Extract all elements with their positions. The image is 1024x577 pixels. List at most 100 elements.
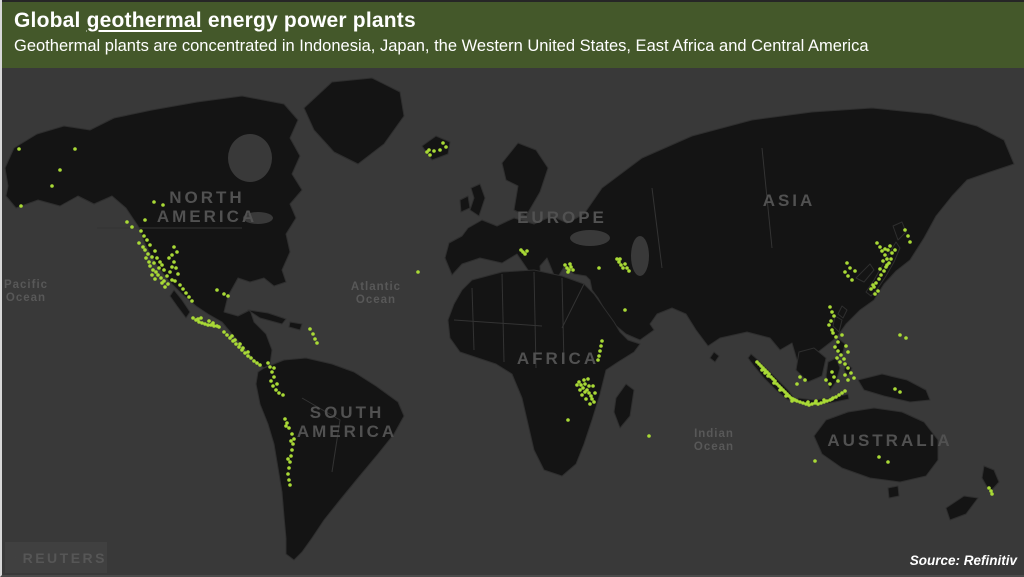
plant-dot [755,360,759,364]
plant-dot [571,268,575,272]
title-prefix: Global [14,9,87,32]
plant-dot [167,256,171,260]
plant-dot [852,376,856,380]
plant-dot [568,262,572,266]
ocean-label: Atlantic [351,281,401,293]
plant-dot [898,333,902,337]
plant-dot [438,148,442,152]
plant-dot [801,401,805,405]
plant-dot [73,147,77,151]
plant-dot [173,279,177,283]
plant-dot [830,397,834,401]
plant-dot [153,249,157,253]
plant-dots-layer [17,141,994,496]
plant-dot [287,466,291,470]
continent-label: SOUTH [310,403,385,422]
plant-dot [249,356,253,360]
page-title: Global geothermal energy power plants [14,9,1012,33]
plant-dot [846,350,850,354]
plant-dot [233,338,237,342]
plant-dot [199,316,203,320]
plant-dot [292,437,296,441]
plant-dot [289,439,293,443]
plant-dot [287,478,291,482]
plant-dot [587,391,591,395]
plant-dot [835,356,839,360]
plant-dot [853,269,857,273]
plant-dot [226,294,230,298]
plant-dot [172,260,176,264]
plant-dot [416,270,420,274]
plant-dot [778,388,782,392]
plant-dot [155,256,159,260]
plant-dot [803,378,807,382]
plant-dot [904,336,908,340]
plant-dot [144,256,148,260]
plant-dot [814,399,818,403]
plant-dot [165,274,169,278]
plant-dot [893,387,897,391]
plant-dot [181,287,185,291]
plant-dot [807,403,811,407]
plant-dot [196,317,200,321]
plant-dot [806,400,810,404]
plant-dot [575,383,579,387]
plant-dot [288,483,292,487]
plant-dot [50,184,54,188]
plant-dot [810,402,814,406]
plant-dot [271,384,275,388]
plant-dot [268,365,272,369]
plant-dot [58,168,62,172]
continent-label: NORTH [169,188,244,207]
plant-dot [156,273,160,277]
plant-dot [846,378,850,382]
plant-dot [880,249,884,253]
plant-dot [593,391,597,395]
ocean-label: Ocean [6,292,46,304]
plant-dot [832,314,836,318]
plant-dot [212,324,216,328]
plant-dot [874,281,878,285]
plant-dot [288,460,292,464]
plant-dot [830,310,834,314]
plant-dot [275,382,279,386]
plant-dot [287,426,291,430]
plant-dot [882,269,886,273]
ocean-label: Ocean [356,294,396,306]
plant-dot [828,305,832,309]
plant-dot [211,321,215,325]
subtitle: Geothermal plants are concentrated in In… [14,37,869,55]
plant-dot [161,203,165,207]
plant-dot [830,370,834,374]
plant-dot [619,263,623,267]
plant-dot [252,359,256,363]
plant-dot [836,349,840,353]
plant-dot [255,361,259,365]
plant-dot [893,248,897,252]
plant-dot [566,418,570,422]
plant-dot [813,459,817,463]
plant-dot [763,371,767,375]
plant-dot [290,432,294,436]
plant-dot [597,266,601,270]
plant-dot [878,245,882,249]
plant-dot [432,149,436,153]
plant-dot [583,390,587,394]
plant-dot [243,351,247,355]
plant-dot [829,319,833,323]
plant-dot [222,292,226,296]
plant-dot [580,393,584,397]
plant-dot [170,253,174,257]
plant-dot [875,241,879,245]
plant-dot [151,268,155,272]
plant-dot [159,276,163,280]
plant-dot [444,145,448,149]
plant-dot [869,287,873,291]
ocean-label: Ocean [694,441,734,453]
continent-label: EUROPE [517,208,607,227]
continent-label: AMERICA [297,422,397,441]
plant-dot [152,261,156,265]
plant-dot [17,147,21,151]
plant-dot [19,204,23,208]
